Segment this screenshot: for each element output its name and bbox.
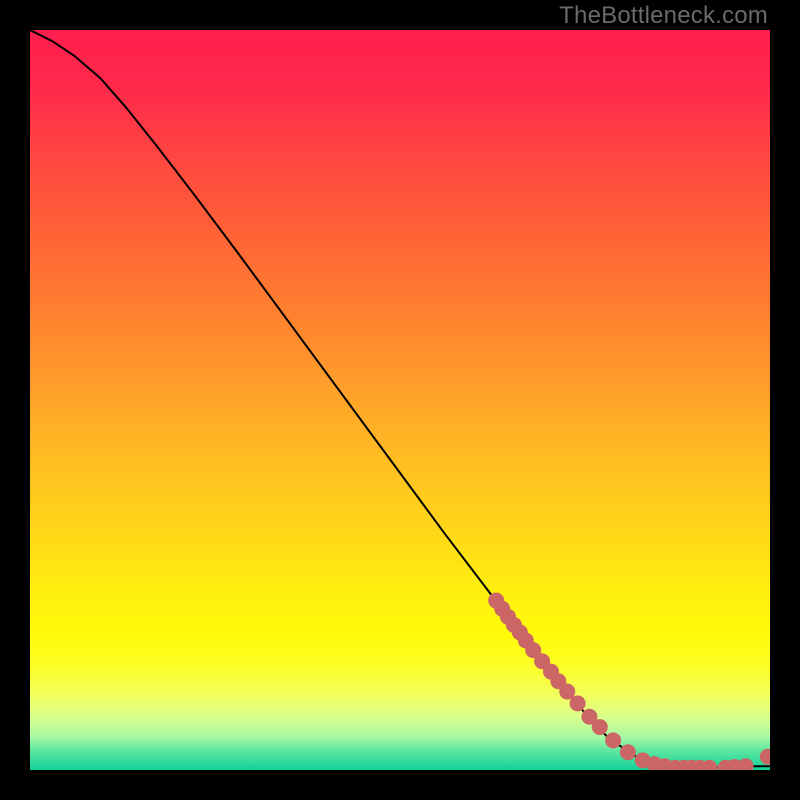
chart-container (30, 30, 770, 770)
data-marker (570, 695, 586, 711)
bottleneck-chart (30, 30, 770, 770)
watermark-text: TheBottleneck.com (559, 2, 768, 30)
data-marker (605, 732, 621, 748)
data-marker (620, 744, 636, 760)
data-marker (592, 719, 608, 735)
chart-background (30, 30, 770, 770)
